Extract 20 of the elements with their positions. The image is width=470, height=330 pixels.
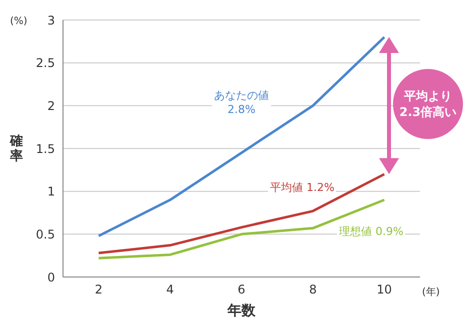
y-tick-label: 2: [47, 98, 55, 113]
text: (%): [10, 16, 28, 27]
x-tick-label: 10: [376, 282, 392, 297]
text: (年): [422, 286, 440, 299]
x-tick-label: 2: [94, 282, 103, 297]
x-tick-label: 6: [238, 282, 246, 297]
series-label: あなたの値 2.8%: [214, 89, 269, 117]
y-tick-label: 3: [47, 13, 55, 28]
series-label: 平均値 1.2%: [270, 181, 334, 195]
x-tick-label: 4: [166, 282, 174, 297]
x-tick-label: 8: [309, 282, 317, 297]
y-tick-label: 0.5: [36, 227, 55, 242]
y-tick-label: 1.5: [36, 142, 55, 156]
x-axis-title: 年数: [226, 302, 256, 320]
annotation: 平均より 2.3倍高い: [398, 88, 458, 120]
y-tick-label: 1: [47, 184, 55, 199]
y-tick-label: 2.5: [36, 56, 55, 70]
y-tick-label: 0: [47, 270, 55, 284]
y-axis-title: 確率: [10, 134, 23, 164]
series-label: 理想値 0.9%: [339, 225, 404, 239]
